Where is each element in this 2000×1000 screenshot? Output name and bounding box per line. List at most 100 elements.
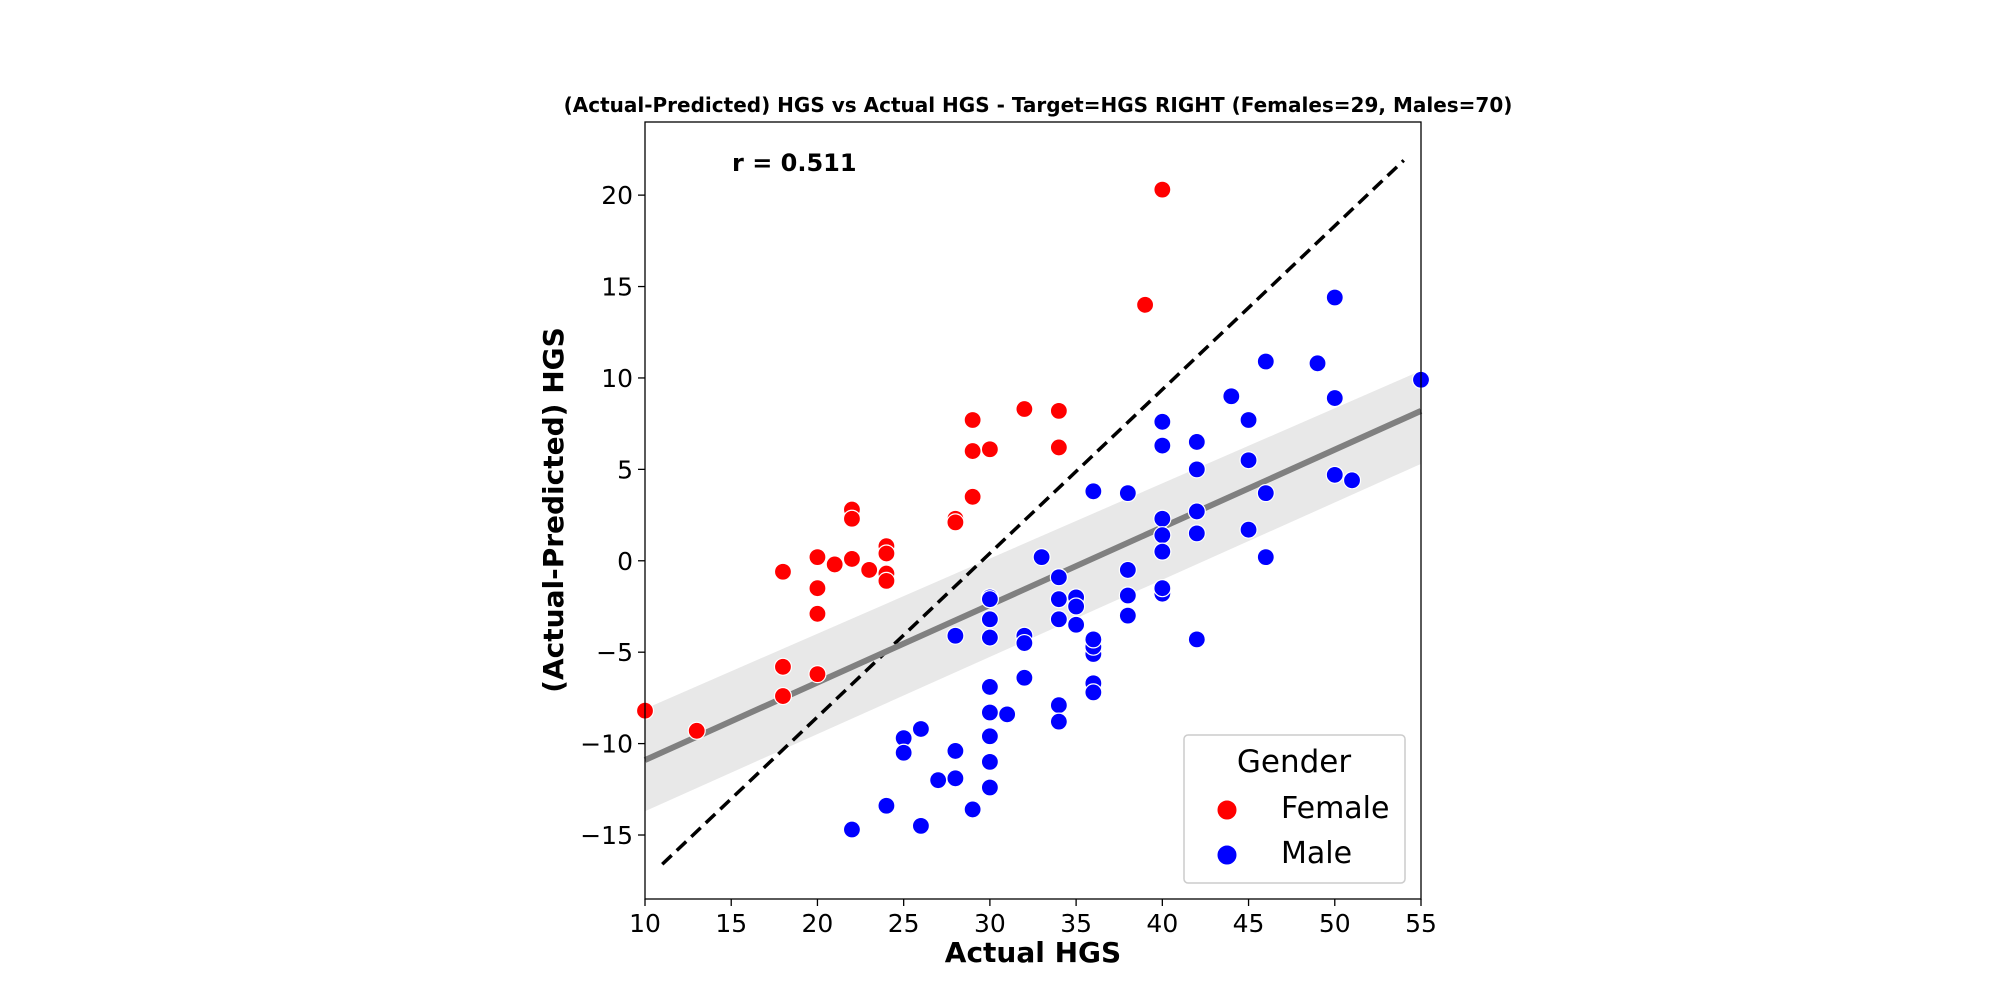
data-point-male <box>1325 288 1344 307</box>
regression-line <box>643 408 1423 763</box>
data-point-male <box>1067 615 1086 634</box>
confidence-band <box>645 370 1421 812</box>
legend-marker-male <box>1216 844 1238 866</box>
data-point-male <box>980 778 999 797</box>
data-point-male <box>1239 520 1258 539</box>
data-point-male <box>1325 465 1344 484</box>
data-point-male <box>1118 484 1137 503</box>
data-point-female <box>1153 180 1172 199</box>
data-point-male <box>980 727 999 746</box>
y-tick-label: 20 <box>601 181 633 210</box>
data-point-male <box>877 796 896 815</box>
x-tick-label: 15 <box>715 909 747 938</box>
data-point-male <box>946 741 965 761</box>
data-point-female <box>808 665 827 684</box>
legend-label-male: Male <box>1281 836 1352 871</box>
data-point-male <box>1067 597 1086 616</box>
regression-ci-band <box>645 370 1421 812</box>
scatter-points <box>635 180 1431 839</box>
plot-area-frame <box>644 121 1422 900</box>
data-point-female <box>1049 438 1068 457</box>
data-point-female <box>773 562 793 581</box>
identity-dashed-line <box>661 159 1405 866</box>
data-point-male <box>1049 590 1068 609</box>
series-male <box>842 288 1431 839</box>
x-tick-label: 20 <box>802 909 834 938</box>
data-point-male <box>1153 412 1172 431</box>
data-point-male <box>1256 352 1275 371</box>
data-point-female <box>877 544 896 563</box>
data-point-male <box>1118 586 1137 605</box>
data-point-male <box>1222 387 1241 406</box>
data-point-female <box>963 410 982 430</box>
legend-marker-female <box>1216 799 1238 821</box>
data-point-male <box>980 703 999 722</box>
data-point-female <box>860 560 879 580</box>
data-point-male <box>1049 712 1068 731</box>
x-axis-title: Actual HGS <box>945 936 1121 969</box>
data-point-male <box>1049 568 1068 587</box>
data-point-male <box>946 626 965 645</box>
data-point-male <box>980 677 999 697</box>
x-tick-label: 35 <box>1060 909 1092 938</box>
reference-lines <box>643 159 1423 866</box>
data-point-male <box>1256 548 1275 567</box>
data-point-female <box>946 513 965 532</box>
data-point-male <box>1239 410 1258 430</box>
data-point-female <box>842 509 862 528</box>
legend-title: Gender <box>1237 744 1351 780</box>
x-tick-label: 55 <box>1405 909 1437 938</box>
data-point-male <box>980 752 999 771</box>
y-axis-title: (Actual-Predicted) HGS <box>537 327 570 693</box>
data-point-male <box>1049 696 1068 715</box>
legend-box <box>1183 734 1406 884</box>
data-point-male <box>1118 606 1137 625</box>
data-point-male <box>1084 683 1103 702</box>
data-point-male <box>1256 484 1275 503</box>
data-point-female <box>808 604 827 623</box>
data-point-male <box>1187 502 1206 521</box>
data-point-male <box>1153 509 1172 528</box>
data-point-female <box>963 487 982 506</box>
x-tick-label: 40 <box>1146 909 1178 938</box>
data-point-male <box>842 820 862 839</box>
data-point-male <box>894 743 913 762</box>
data-point-male <box>1153 579 1172 598</box>
y-tick-label: −10 <box>580 730 633 759</box>
data-point-male <box>980 628 999 647</box>
data-point-male <box>1187 460 1206 479</box>
data-point-male <box>1187 432 1206 452</box>
data-point-female <box>1135 295 1155 314</box>
data-point-female <box>877 571 896 590</box>
y-tick-label: 15 <box>601 273 633 302</box>
x-tick-label: 10 <box>629 909 661 938</box>
x-tick-label: 45 <box>1233 909 1265 938</box>
data-point-male <box>1187 630 1206 649</box>
x-axis: 10 15 20 25 30 35 40 45 50 55 <box>629 899 1437 938</box>
data-point-male <box>911 719 931 739</box>
data-point-male <box>980 590 999 609</box>
y-axis: −15 −10 −5 0 5 10 15 20 <box>580 181 645 850</box>
data-point-male <box>1153 436 1172 455</box>
data-point-female <box>980 440 999 459</box>
data-point-male <box>1153 526 1172 545</box>
data-point-female <box>825 555 844 574</box>
data-point-male <box>1032 548 1051 567</box>
y-tick-label: −5 <box>596 638 633 667</box>
series-female <box>635 180 1172 740</box>
data-point-male <box>911 816 931 835</box>
y-tick-label: −15 <box>580 821 633 850</box>
data-point-female <box>773 686 793 706</box>
data-point-female <box>808 548 827 567</box>
data-point-male <box>998 705 1017 724</box>
data-point-male <box>1084 630 1103 649</box>
data-point-male <box>1084 482 1103 501</box>
data-point-female <box>773 657 793 676</box>
data-point-male <box>1187 524 1206 543</box>
data-point-male <box>929 771 948 790</box>
data-point-male <box>1325 388 1344 408</box>
x-tick-label: 50 <box>1319 909 1351 938</box>
legend: Gender Female Male <box>1183 734 1406 884</box>
data-point-male <box>1308 354 1327 373</box>
data-point-male <box>1049 610 1068 629</box>
